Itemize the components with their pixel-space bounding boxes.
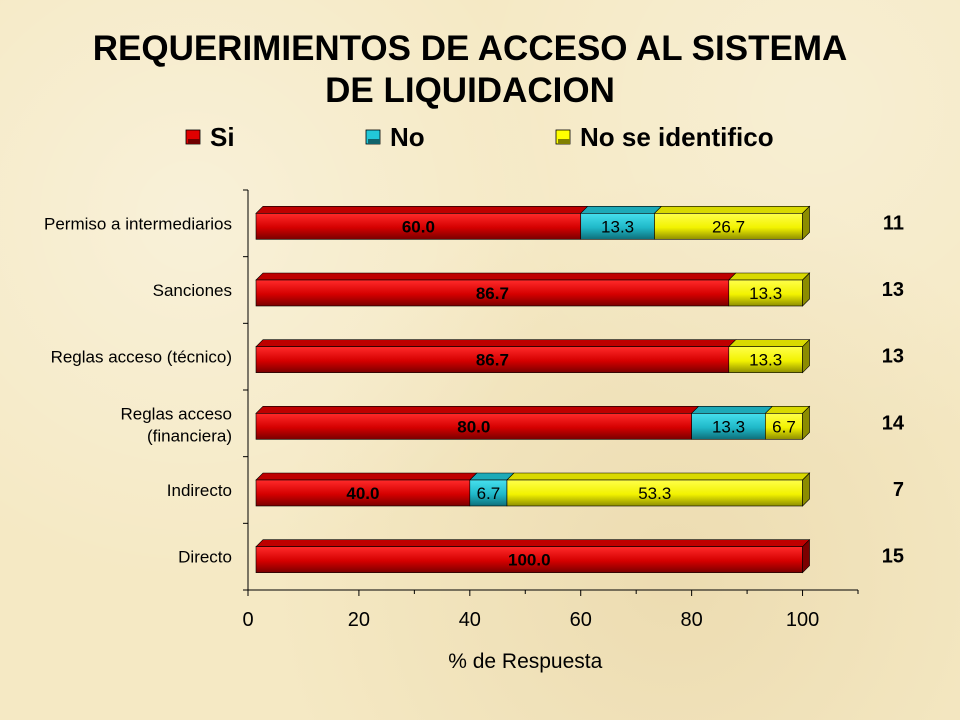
bar-segment-no-se-identifico-side: [802, 205, 810, 241]
bar-segment-si: [255, 413, 692, 440]
category-label-line: Permiso a intermediarios: [44, 214, 232, 233]
category-label: Sanciones: [153, 281, 232, 300]
axes: 0 20 40 60 80 100 % de Respuesta: [242, 189, 859, 673]
category-label: Permiso a intermediarios: [44, 214, 232, 233]
bar-segment-si-top: [255, 206, 589, 214]
data-label: 86.7: [476, 284, 509, 303]
legend-swatch-shade: [558, 139, 570, 144]
bar-segment-si-top: [255, 339, 737, 347]
x-tick-label: 0: [242, 609, 253, 631]
data-label: 40.0: [346, 484, 379, 503]
labels: Permiso a intermediarios 60.0 13.3 26.7 11 Sa…: [44, 212, 905, 569]
data-label: 86.7: [476, 351, 509, 370]
chart-title-line-1: REQUERIMIENTOS DE ACCESO AL SISTEMA: [92, 29, 848, 68]
data-label: 53.3: [638, 484, 671, 503]
count-label: 13: [882, 346, 904, 368]
category-label: Indirecto: [167, 481, 232, 500]
bar-segment-no-se-identifico-side: [802, 405, 810, 441]
data-label: 13.3: [749, 351, 782, 370]
bar-segment-no-se-identifico-top: [653, 206, 811, 214]
bar-segment-no-se-identifico-top: [728, 339, 811, 347]
bar-segment-si: [255, 346, 730, 373]
x-tick-label: 60: [570, 609, 592, 631]
bar-segment-si: [255, 546, 803, 573]
category-label: Reglas acceso (técnico): [51, 348, 232, 367]
category-label: Directo: [178, 548, 232, 567]
category-label-line: Reglas acceso: [120, 404, 232, 423]
data-label: 13.3: [749, 284, 782, 303]
bar-segment-si-side: [802, 538, 810, 574]
x-tick-label: 100: [786, 609, 819, 631]
x-tick-label: 80: [681, 609, 703, 631]
legend-label-si: Si: [210, 122, 235, 152]
data-label: 13.3: [712, 417, 745, 436]
data-label: 6.7: [772, 417, 796, 436]
count-label: 11: [883, 212, 904, 234]
bar-segment-no-se-identifico: [654, 213, 803, 240]
bar-segment-no-se-identifico: [728, 346, 803, 373]
bar-segment-si: [255, 279, 730, 307]
bar-segment-si-top: [255, 272, 737, 281]
bars: [255, 205, 811, 574]
bar-segment-no-se-identifico: [506, 479, 803, 507]
bar-segment-si: [255, 479, 471, 507]
data-label: 13.3: [601, 217, 634, 236]
count-label: 14: [882, 412, 905, 434]
bar-segment-si-top: [255, 472, 478, 481]
category-label-line: Directo: [178, 548, 232, 567]
category-label-line: Sanciones: [153, 281, 232, 300]
bar-segment-no: [580, 213, 655, 240]
bar-segment-no-top: [580, 206, 663, 214]
data-label: 100.0: [508, 551, 551, 570]
bar-segment-si-top: [255, 539, 811, 547]
legend-label-no-se-identifico: No se identifico: [580, 122, 774, 152]
x-tick-label: 20: [348, 609, 370, 631]
bar-segment-si: [255, 213, 582, 240]
bar-segment-no-se-identifico-side: [802, 472, 810, 507]
bar-segment-no-se-identifico-top: [764, 406, 811, 414]
bar-segment-no-se-identifico-side: [802, 272, 810, 307]
bar-segment-no-se-identifico: [728, 279, 803, 307]
bar-segment-no: [691, 413, 766, 440]
category-label-line: Reglas acceso (técnico): [51, 348, 232, 367]
x-axis-title: % de Respuesta: [448, 650, 602, 673]
legend-swatch-shade: [188, 139, 200, 144]
data-label: 6.7: [477, 484, 501, 503]
bar-segment-no-se-identifico: [765, 413, 803, 440]
legend-swatch-shade: [368, 139, 380, 144]
count-label: 7: [893, 479, 904, 501]
data-label: 26.7: [712, 217, 745, 236]
chart-title-line-2: DE LIQUIDACION: [325, 71, 615, 110]
category-label-line: Indirecto: [167, 481, 232, 500]
category-label: Reglas acceso (financiera): [120, 404, 232, 445]
bar-segment-no-top: [469, 472, 515, 481]
bar-segment-no-se-identifico-top: [506, 472, 811, 481]
x-tick-label: 40: [459, 609, 481, 631]
category-label-line: (financiera): [147, 426, 232, 445]
bar-segment-no-se-identifico-top: [728, 272, 811, 281]
bar-segment-no-se-identifico-side: [802, 338, 810, 374]
count-label: 13: [882, 279, 904, 301]
bar-segment-no: [469, 479, 508, 507]
data-label: 80.0: [457, 417, 490, 436]
chart-title: REQUERIMIENTOS DE ACCESO AL SISTEMA DE L…: [0, 28, 940, 112]
bar-segment-si-top: [255, 406, 700, 414]
data-label: 60.0: [402, 217, 435, 236]
legend: Si No No se identifico: [185, 122, 774, 152]
bar-segment-no-top: [690, 406, 774, 414]
count-label: 15: [882, 546, 904, 568]
legend-label-no: No: [390, 122, 425, 152]
